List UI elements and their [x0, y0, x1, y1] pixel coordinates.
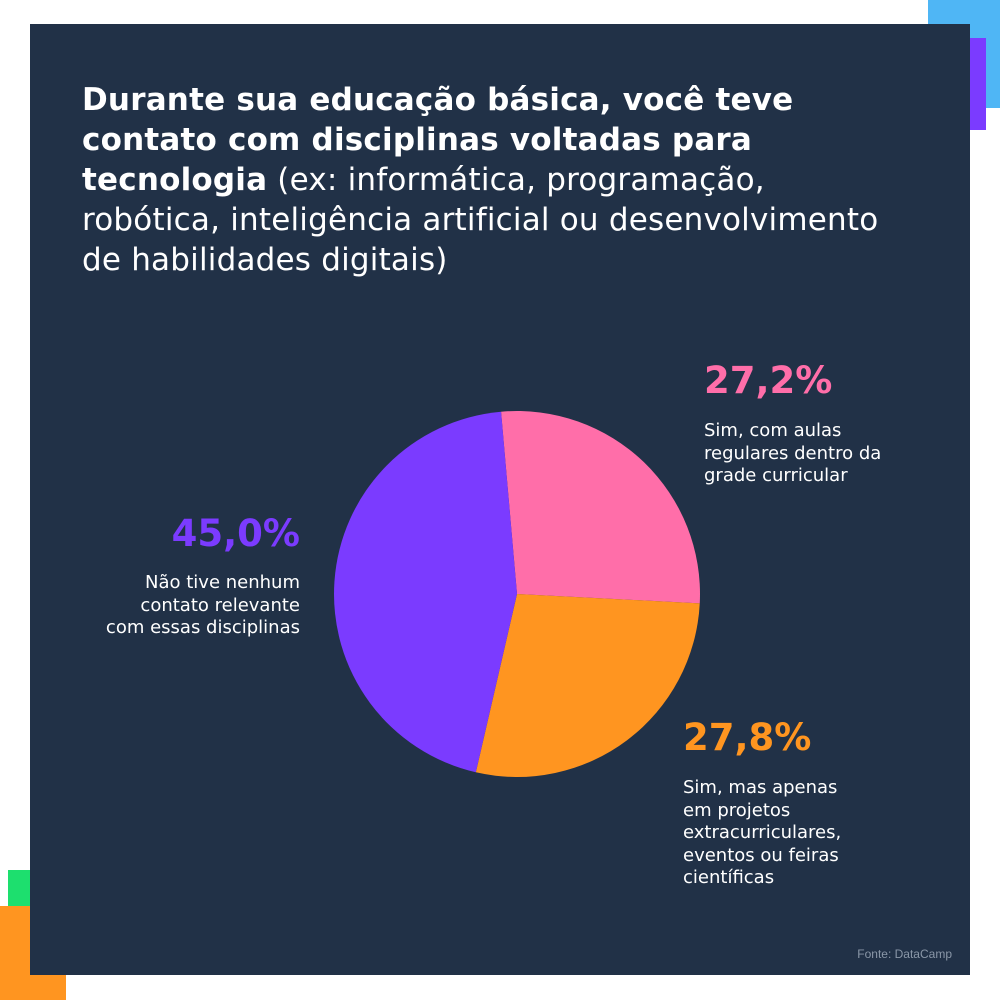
slice-label-orange-percent: 27,8% — [683, 716, 812, 759]
pie-slice-orange — [475, 594, 700, 778]
pie-slices — [334, 411, 700, 778]
chart-title-bold: Durante sua educação básica, você teve c… — [82, 82, 794, 198]
slice-label-orange-description: Sim, mas apenas em projetos extracurricu… — [683, 777, 842, 888]
slice-label-pink-description: Sim, com aulas regulares dentro da grade… — [704, 420, 882, 486]
decorative-purple-bar — [970, 38, 986, 130]
pie-slice-pink — [501, 411, 700, 604]
slice-label-purple-description: Não tive nenhum contato relevante com es… — [105, 572, 300, 638]
pie-chart — [334, 411, 700, 778]
chart-panel: Durante sua educação básica, você teve c… — [30, 24, 970, 975]
slice-label-pink-percent: 27,2% — [704, 359, 833, 402]
chart-title-regular: (ex: informática, programação, robótica,… — [82, 162, 879, 278]
slice-label-purple-percent: 45,0% — [171, 512, 300, 555]
pie-slice-purple — [334, 411, 517, 773]
chart-title: Durante sua educação básica, você teve c… — [82, 80, 882, 280]
source-note: Fonte: DataCamp — [857, 947, 952, 961]
